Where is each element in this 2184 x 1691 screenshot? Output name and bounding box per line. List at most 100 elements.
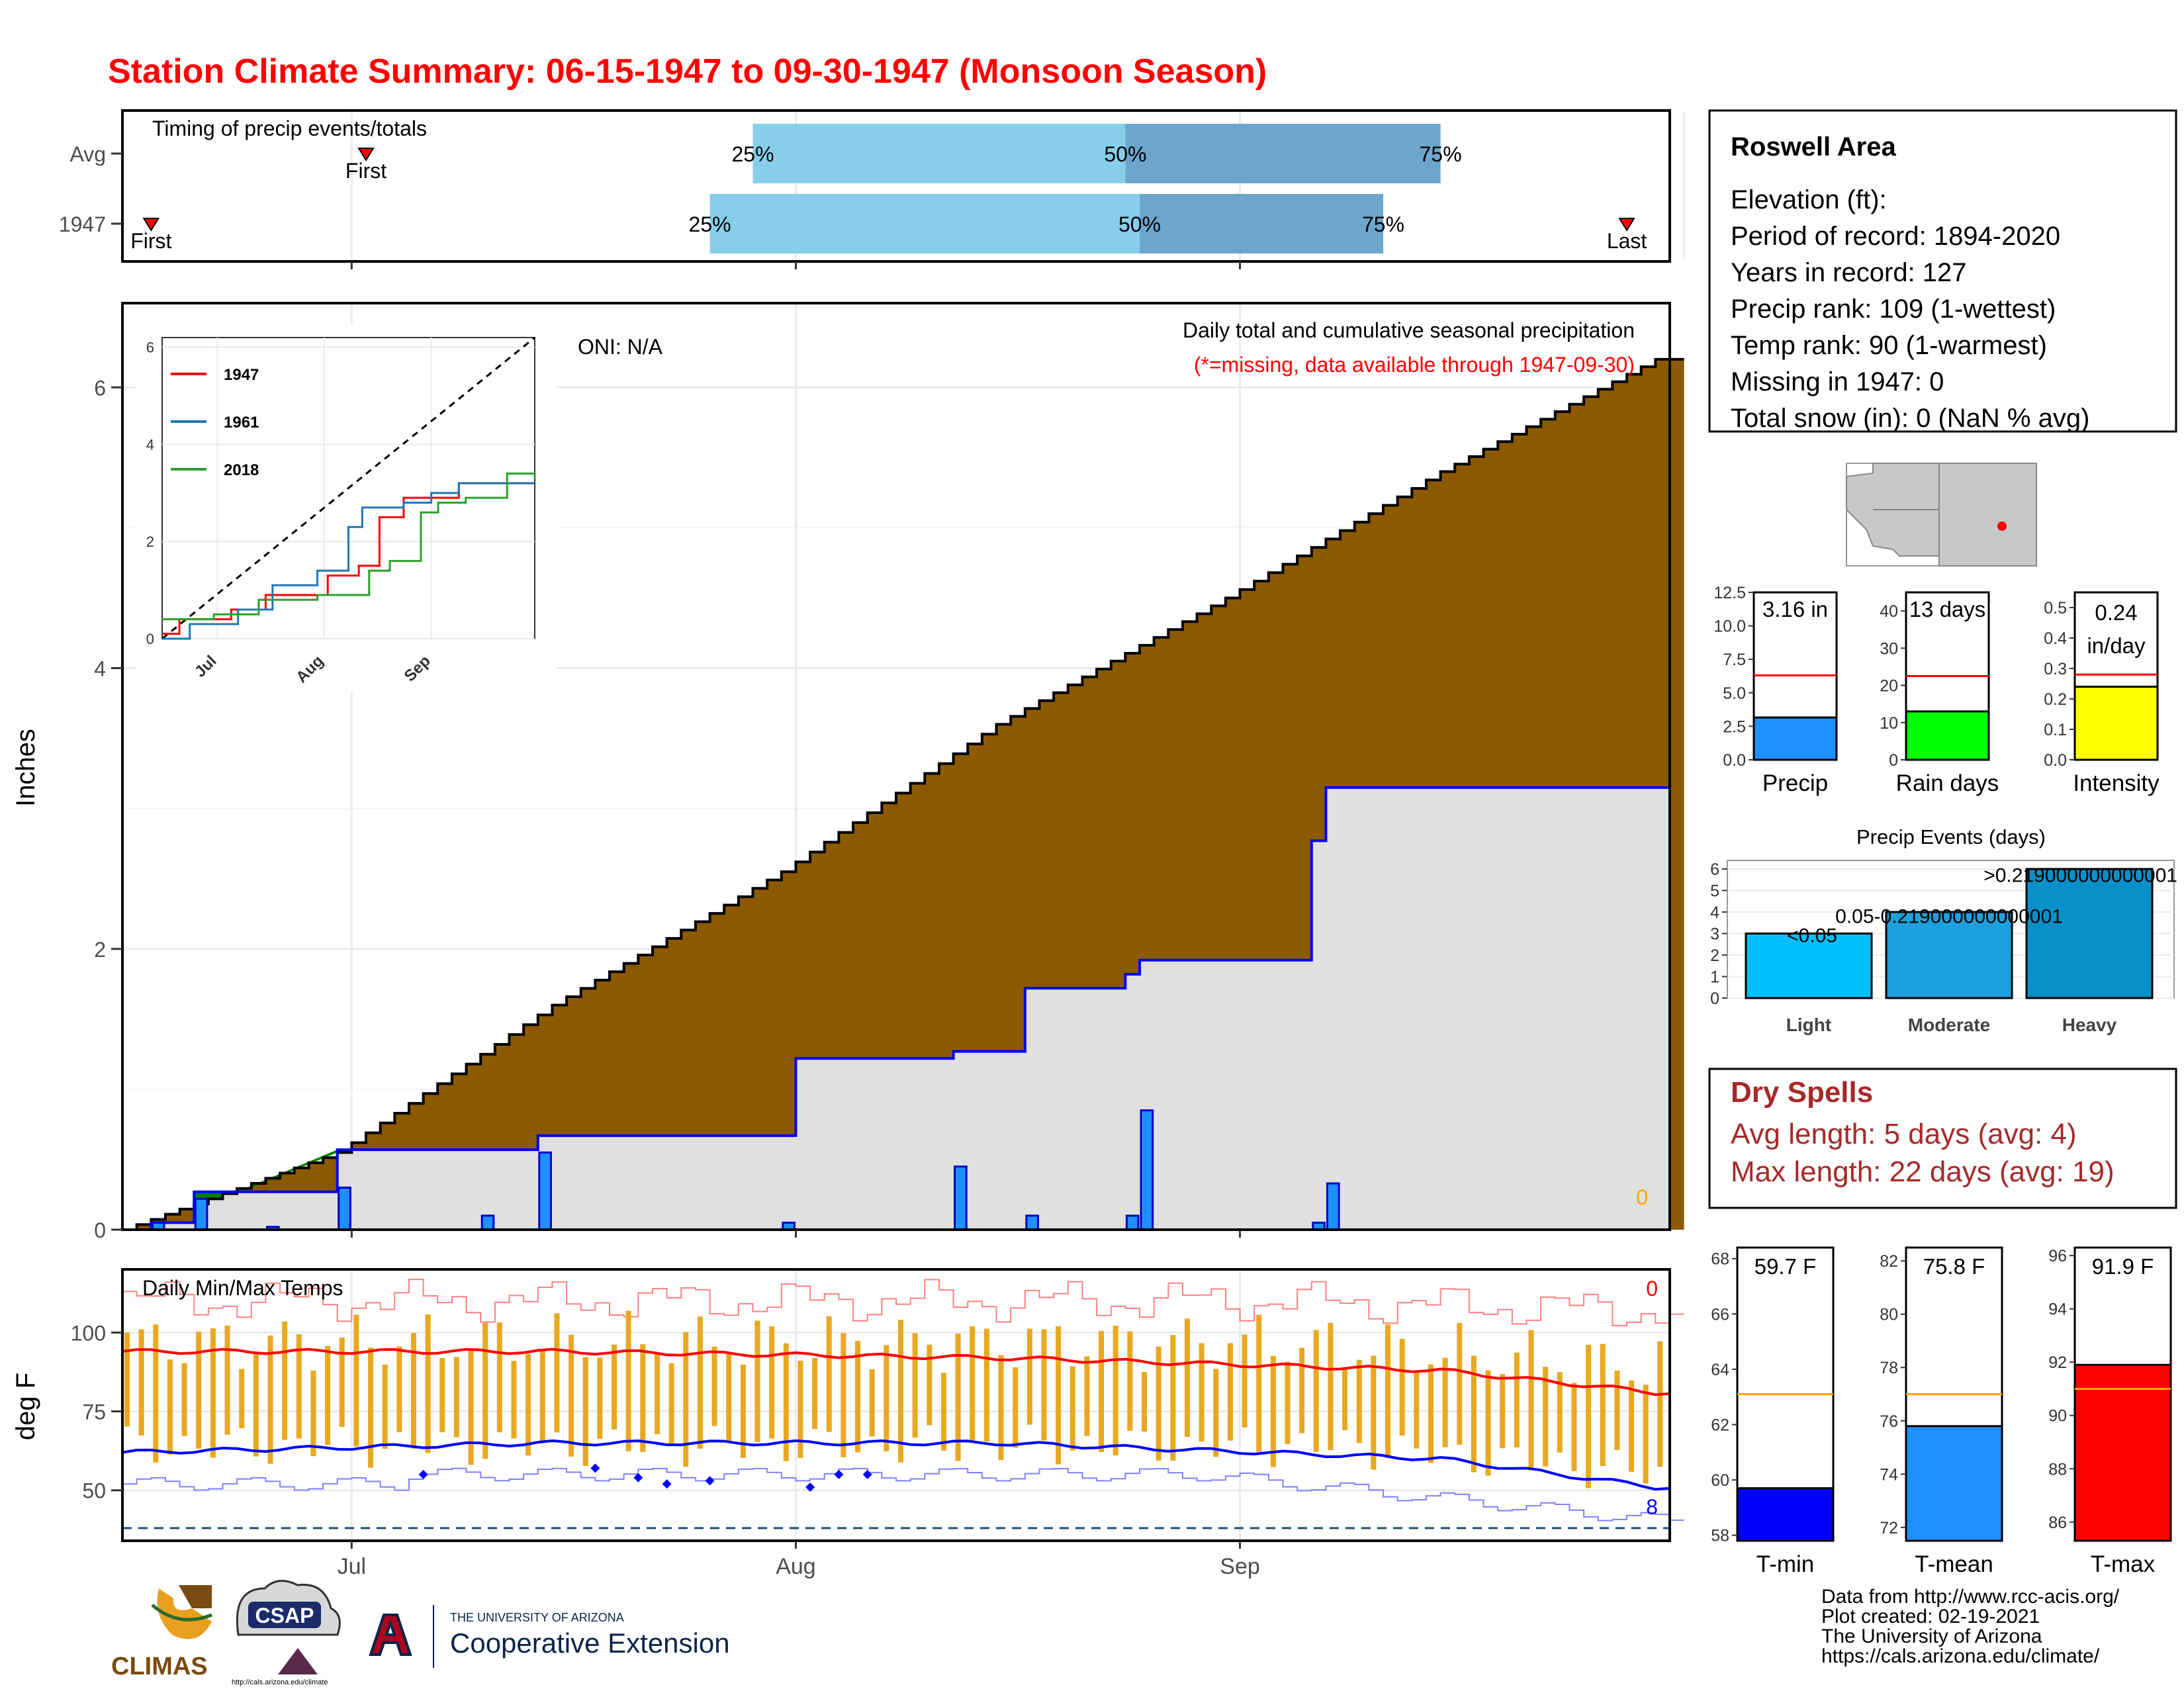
temp-summary-bars: 58 60 62 64 66 68 59.7 F T-min 72 74 76 78 80 82 75.8 … (1711, 1246, 2172, 1577)
location-map (1846, 463, 2037, 567)
precip-y-label: Inches (11, 729, 40, 807)
daily-temp-bar (1084, 1356, 1090, 1436)
daily-temp-bar (1026, 1328, 1032, 1425)
daily-temp-bar (769, 1326, 775, 1439)
daily-temp-bar (1442, 1357, 1448, 1447)
daily-temp-bar (1242, 1334, 1248, 1428)
events-value-label: 0.05-0.219000000000001 (1835, 905, 2063, 927)
station-line: Period of record: 1894-2020 (1731, 222, 2060, 251)
daily-temp-bar (167, 1359, 173, 1455)
temp-bar-tick-label: 88 (2048, 1460, 2067, 1479)
daily-temp-bar (1041, 1329, 1047, 1441)
daily-temp-bar (1013, 1367, 1019, 1448)
summary-bar-tick-label: 30 (1880, 639, 1898, 658)
events-category-label: Light (1786, 1015, 1831, 1035)
summary-bar-tick-label: 2.5 (1723, 717, 1746, 736)
daily-temp-bar (569, 1334, 574, 1457)
summary-bar-tick-label: 0.2 (2044, 690, 2067, 709)
timing-quartile-label: 25% (689, 212, 731, 236)
daily-temp-bar (582, 1357, 588, 1466)
oni-label: ONI: N/A (578, 335, 663, 359)
footer-line: The University of Arizona (1821, 1625, 2042, 1647)
inset-ytick-label: 0 (146, 631, 154, 647)
temp-bar-tick-label: 64 (1711, 1361, 1729, 1379)
climas-logo-text: CLIMAS (111, 1653, 208, 1680)
inset-ytick-label: 2 (146, 533, 154, 550)
daily-temp-bar (396, 1346, 402, 1432)
temp-bar-tick-label: 82 (1880, 1252, 1898, 1271)
temp-bar-tick-label: 92 (2048, 1353, 2067, 1372)
events-value-label: >0.219000000000001 (1983, 865, 2177, 887)
summary-bar-value-label: 0.24 (2095, 600, 2137, 625)
summary-bar-tick-label: 0.0 (1723, 751, 1746, 770)
summary-bar-tick-label: 5.0 (1723, 684, 1746, 703)
precip-events-chart: Precip Events (days) 0 1 2 3 4 5 6 Light Moderat… (1710, 825, 2177, 1035)
station-line: Years in record: 127 (1731, 258, 1967, 287)
precip-ytick-label: 2 (94, 938, 106, 962)
events-value-label: <0.05 (1787, 925, 1837, 947)
ua-logo-big-text: Cooperative Extension (450, 1627, 730, 1659)
cumulative-average-line (122, 357, 1684, 1231)
daily-temp-bar (539, 1351, 545, 1442)
timing-event-label: First (345, 159, 387, 183)
daily-temp-bar (1399, 1338, 1405, 1436)
daily-temp-bar (181, 1363, 187, 1436)
precip-ytick-label: 0 (94, 1218, 106, 1242)
temp-bar-value-label: 59.7 F (1754, 1254, 1817, 1279)
station-name: Roswell Area (1731, 132, 1896, 161)
temp-xtick-label: Aug (776, 1554, 816, 1579)
daily-temp-bar (1099, 1330, 1105, 1452)
daily-temp-bar (138, 1329, 144, 1436)
daily-temp-bar (368, 1348, 374, 1468)
summary-bar-value (1905, 710, 1990, 761)
temp-bar-tick-label: 96 (2048, 1247, 2067, 1265)
climas-logo: CLIMAS (111, 1585, 212, 1680)
daily-temp-bar (869, 1369, 875, 1437)
temp-bar-tick-label: 68 (1711, 1250, 1729, 1269)
cumulative-observed-line (122, 786, 1670, 1231)
inset-legend-label: 2018 (224, 461, 259, 479)
daily-temp-bar (940, 1373, 946, 1451)
daily-temp-bar (612, 1344, 617, 1430)
daily-temp-bar (382, 1364, 388, 1449)
daily-temp-bar (425, 1314, 431, 1453)
avg-max-temp-line (122, 1348, 1670, 1396)
station-line: Elevation (ft): (1731, 185, 1887, 214)
temp-bar-tick-label: 58 (1711, 1527, 1729, 1545)
record-low-marker (633, 1473, 643, 1483)
temp-bar-tick-label: 86 (2048, 1514, 2067, 1532)
temp-ytick-label: 100 (71, 1321, 106, 1345)
daily-precip-bar (954, 1165, 968, 1231)
timing-event-label: Last (1607, 229, 1647, 253)
daily-temp-bar (410, 1333, 416, 1449)
inset-series-line (162, 482, 535, 640)
temp-bar-label: T-max (2091, 1551, 2156, 1577)
inset-ytick-label: 6 (146, 340, 154, 356)
dry-spells-box: Dry Spells Avg length: 5 days (avg: 4) M… (1708, 1068, 2177, 1209)
station-line: Precip rank: 109 (1-wettest) (1731, 295, 2056, 324)
timing-quartile-label: 75% (1420, 142, 1462, 166)
station-line: Temp rank: 90 (1-warmest) (1731, 331, 2047, 360)
events-category-label: Heavy (2062, 1015, 2117, 1035)
daily-precip-bar (1025, 1214, 1039, 1231)
dry-spells-max: Max length: 22 days (avg: 19) (1731, 1156, 2115, 1188)
daily-temp-bar (224, 1325, 230, 1435)
events-tick-label: 1 (1710, 968, 1719, 987)
daily-temp-bar (353, 1314, 359, 1447)
timing-row-label: 1947 (59, 212, 106, 236)
summary-bar-tick-label: 12.5 (1713, 584, 1746, 602)
temp-bar-value-label: 75.8 F (1923, 1254, 1985, 1279)
temp-ytick-label: 75 (82, 1400, 106, 1424)
events-tick-label: 2 (1710, 946, 1719, 965)
daily-temp-bar (1256, 1314, 1262, 1452)
above-average-area (194, 1150, 352, 1205)
timing-event-label: First (130, 229, 171, 253)
timing-panel: Timing of precip events/totals Avg 25% 50%… (59, 109, 1862, 269)
cumulative-observed-area (122, 787, 1670, 1230)
csap-logo: CSAP http://cals.arizona.edu/climate (232, 1580, 341, 1686)
daily-temp-bar (124, 1332, 130, 1427)
record-low-marker (834, 1469, 844, 1479)
events-tick-label: 3 (1710, 925, 1719, 944)
dry-spells-title: Dry Spells (1731, 1076, 1873, 1109)
